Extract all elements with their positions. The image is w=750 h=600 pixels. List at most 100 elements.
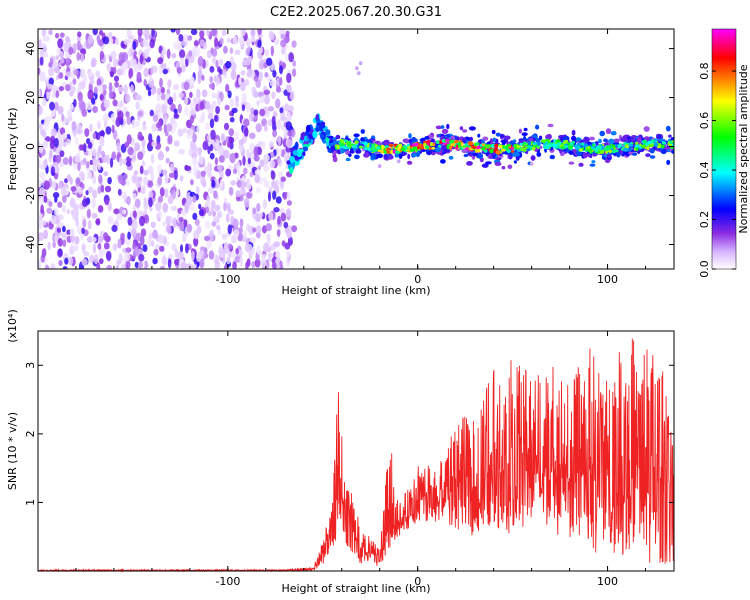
colorbar-tick-label: 0.8 <box>698 62 711 80</box>
spectrogram-cell <box>92 29 98 36</box>
spectrogram-cell <box>269 160 276 169</box>
spectrogram-cell <box>396 159 401 164</box>
spectrogram-cell <box>61 132 68 140</box>
spectrogram-cell <box>386 150 391 154</box>
spectrogram-cell <box>159 245 165 252</box>
spectrogram-cell <box>87 89 94 100</box>
spectrogram-cell <box>204 235 210 242</box>
spectrogram-cell <box>132 40 137 50</box>
spectrogram-cell <box>521 132 528 137</box>
spectrogram-cell <box>255 123 262 133</box>
spectrogram-cell <box>654 143 658 147</box>
spectrogram-cell <box>215 59 219 68</box>
spectrogram-cell <box>62 204 67 213</box>
spectrogram-cell <box>172 83 180 91</box>
spectrogram-cell <box>211 56 217 64</box>
spectrogram-cell <box>435 146 441 153</box>
spectrogram-cell <box>263 89 271 96</box>
spectrogram-cell <box>171 243 177 252</box>
spectrogram-cell <box>209 76 213 83</box>
y-tick-label: -40 <box>24 236 37 254</box>
spectrogram-cell <box>635 147 639 152</box>
spectrogram-cell <box>126 196 131 206</box>
spectrogram-cell <box>321 121 326 126</box>
spectrogram-cell <box>253 146 259 157</box>
spectrogram-cell <box>243 197 250 208</box>
spectrogram-cell <box>55 32 60 39</box>
spectrogram-cell <box>406 143 410 147</box>
spectrogram-cell <box>38 198 43 205</box>
spectrogram-cell <box>522 144 525 148</box>
spectrogram-cell <box>157 57 164 65</box>
spectrogram-cell <box>357 71 361 76</box>
spectrogram-cell <box>552 143 558 148</box>
spectrogram-cell <box>282 192 288 200</box>
spectrogram-cell <box>467 141 473 145</box>
spectrogram-cell <box>168 253 174 260</box>
spectrogram-cell <box>657 134 662 139</box>
spectrogram-cell <box>224 104 230 111</box>
spectrogram-cell <box>372 147 375 152</box>
spectrogram-cell <box>529 161 534 166</box>
spectrogram-cell <box>450 142 456 147</box>
spectrogram-cell <box>273 38 280 46</box>
spectrogram-cell <box>98 235 104 244</box>
spectrogram-cell <box>142 39 149 47</box>
spectrogram-cell <box>374 144 378 147</box>
spectrogram-cell <box>446 123 450 130</box>
spectrogram-cell <box>339 148 345 154</box>
spectrogram-cell <box>102 247 107 256</box>
spectrogram-cell <box>226 256 231 265</box>
spectrogram-cell <box>54 234 58 242</box>
spectrogram-cell <box>159 265 166 269</box>
spectrogram-cell <box>531 146 536 151</box>
spectrogram-cell <box>234 131 239 142</box>
spectrogram-cell <box>247 68 253 78</box>
spectrogram-cell <box>220 178 224 189</box>
spectrogram-cell <box>413 142 419 146</box>
spectrogram-cell <box>221 29 227 36</box>
spectrogram-cell <box>82 143 87 153</box>
spectrogram-cell <box>256 203 261 212</box>
spectrogram-cell <box>244 57 251 66</box>
spectrogram-cell <box>238 139 244 146</box>
spectrogram-cell <box>42 36 47 42</box>
spectrogram-cell <box>89 159 94 165</box>
spectrogram-cell <box>157 196 164 203</box>
spectrogram-cell <box>606 154 612 159</box>
spectrogram-cell <box>192 48 198 58</box>
spectrogram-cell <box>286 200 292 206</box>
spectrogram-cell <box>39 71 46 82</box>
spectrogram-cell <box>252 227 257 233</box>
spectrogram-cell <box>267 119 273 127</box>
spectrogram-cell <box>240 77 244 84</box>
spectrogram-cell <box>226 213 230 223</box>
spectrogram-cell <box>271 181 277 189</box>
spectrogram-cell <box>376 153 384 159</box>
spectrogram-cell <box>155 201 162 212</box>
spectrogram-cell <box>233 228 240 238</box>
spectrogram-cell <box>156 93 161 102</box>
spectrogram-cell <box>161 105 167 115</box>
spectrogram-cell <box>305 124 311 133</box>
spectrogram-cell <box>157 163 163 175</box>
spectrogram-cell <box>93 148 97 157</box>
spectrogram-cell <box>441 128 449 134</box>
spectrogram-cell <box>59 32 65 38</box>
spectrogram-cell <box>246 149 250 158</box>
spectrogram-cell <box>360 141 365 145</box>
spectrogram-cell <box>124 93 131 104</box>
spectrogram-cell <box>141 160 146 167</box>
spectrogram-cell <box>628 144 633 147</box>
x-tick-label: -100 <box>215 575 240 588</box>
spectrogram-cell <box>79 144 85 151</box>
spectrogram-cell <box>150 153 155 164</box>
spectrogram-cell <box>111 124 115 134</box>
spectrogram-cell <box>135 94 142 101</box>
spectrogram-cell <box>263 124 268 132</box>
x-tick-label: 100 <box>597 273 618 286</box>
spectrogram-cell <box>271 262 277 269</box>
spectrogram-cell <box>394 153 399 158</box>
spectrogram-cell <box>171 52 177 59</box>
spectrogram-cell <box>176 66 182 74</box>
